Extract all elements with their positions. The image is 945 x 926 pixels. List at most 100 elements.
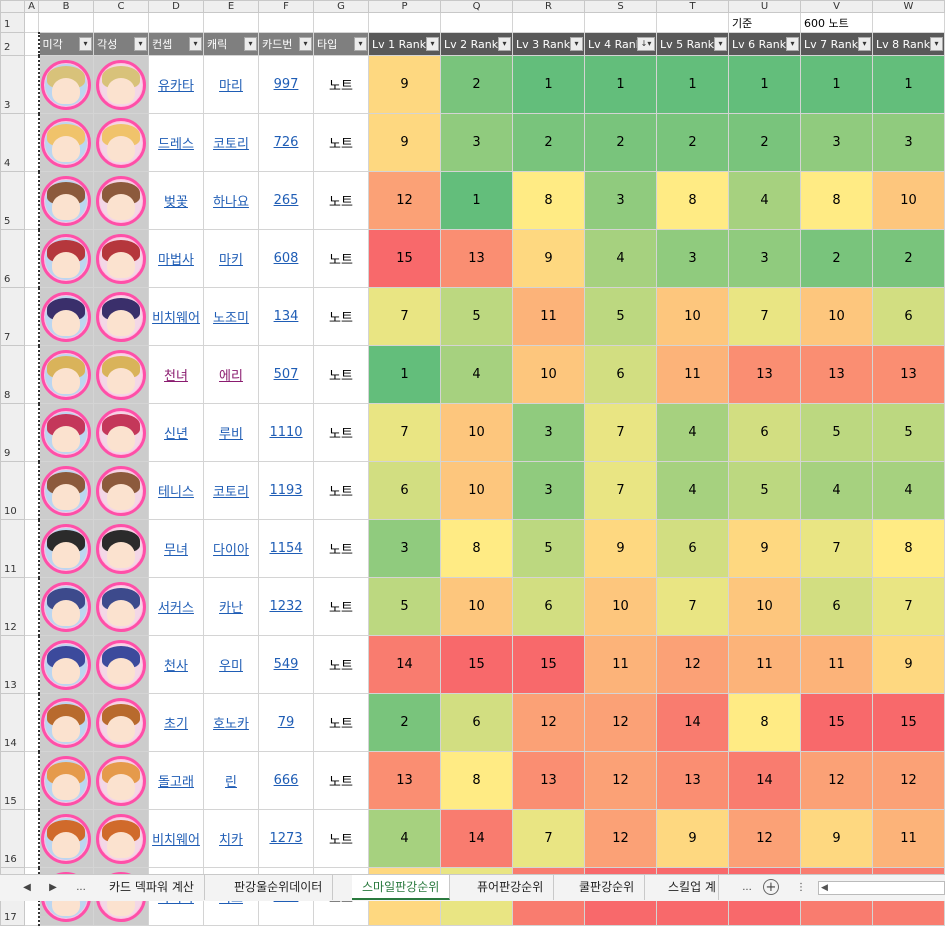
filter-dropdown-icon[interactable]: ▾ (354, 36, 367, 51)
cell[interactable]: 1193 (258, 461, 314, 520)
idolized-thumb-cell[interactable] (93, 403, 149, 462)
card-thumbnail-image[interactable] (41, 639, 92, 690)
column-header-w[interactable]: W (872, 0, 945, 13)
rank-cell-lv4[interactable]: 12 (584, 809, 657, 868)
rank-cell-lv7[interactable]: 7 (800, 519, 873, 578)
rank-cell-lv3[interactable]: 8 (512, 171, 585, 230)
row-header[interactable]: 5 (0, 171, 25, 230)
rank-cell-lv1[interactable]: 4 (368, 809, 441, 868)
rank-cell-lv5[interactable]: 9 (656, 809, 729, 868)
unidolized-thumb-cell[interactable] (37, 577, 94, 636)
header-cell-b[interactable]: 미각 ▾ (37, 32, 94, 56)
rank-cell-lv5[interactable]: 1 (656, 55, 729, 114)
rank-cell-lv3[interactable]: 10 (512, 345, 585, 404)
unidolized-thumb-cell[interactable] (37, 635, 94, 694)
rank-cell-lv3[interactable]: 11 (512, 287, 585, 346)
rank-cell-lv5[interactable]: 11 (656, 345, 729, 404)
cell[interactable]: 신년 (148, 403, 204, 462)
card-number-link[interactable]: 549 (273, 657, 299, 672)
filter-dropdown-icon[interactable]: ▾ (786, 36, 799, 51)
rank-cell-lv8[interactable]: 1 (872, 55, 945, 114)
rank-cell-lv5[interactable]: 14 (656, 693, 729, 752)
scroll-left-icon[interactable]: ◀ (821, 883, 828, 893)
cell[interactable]: 천녀 (148, 345, 204, 404)
card-thumbnail-image[interactable] (96, 291, 146, 342)
header-cell-e[interactable]: 캐릭 ▾ (203, 32, 259, 56)
column-header-g[interactable]: G (313, 0, 369, 13)
filter-dropdown-icon[interactable]: ▾ (426, 36, 439, 51)
more-sheets-left-button[interactable]: ... (76, 882, 86, 893)
cell[interactable]: 우미 (203, 635, 259, 694)
rank-cell-lv3[interactable]: 7 (512, 809, 585, 868)
card-number-link[interactable]: 666 (273, 773, 299, 788)
idolized-thumb-cell[interactable] (93, 809, 149, 868)
cell[interactable]: 997 (258, 55, 314, 114)
cell[interactable]: 608 (258, 229, 314, 288)
rank-cell-lv4[interactable]: 3 (584, 171, 657, 230)
card-number-link[interactable]: 1193 (269, 483, 303, 498)
rank-cell-lv7[interactable]: 3 (800, 113, 873, 172)
character-link[interactable]: 노조미 (213, 311, 249, 326)
rank-cell-lv6[interactable]: 5 (728, 461, 801, 520)
rank-cell-lv4[interactable]: 7 (584, 461, 657, 520)
idolized-thumb-cell[interactable] (93, 461, 149, 520)
row-header[interactable]: 4 (0, 113, 25, 172)
rank-cell-lv8[interactable]: 5 (872, 403, 945, 462)
column-header-r[interactable]: R (512, 0, 585, 13)
header-cell-g[interactable]: 타입 ▾ (313, 32, 369, 56)
column-header-v[interactable]: V (800, 0, 873, 13)
concept-link[interactable]: 테니스 (158, 485, 194, 500)
sheet-tab-smile-rank[interactable]: 스마일판강순위 (352, 875, 451, 900)
cell[interactable] (440, 12, 513, 33)
row-header[interactable]: 2 (0, 32, 25, 56)
criteria-value-cell[interactable]: 600 노트 (800, 12, 873, 33)
column-header-t[interactable]: T (656, 0, 729, 13)
column-header-f[interactable]: F (258, 0, 314, 13)
rank-cell-lv3[interactable]: 9 (512, 229, 585, 288)
rank-cell-lv2[interactable]: 13 (440, 229, 513, 288)
unidolized-thumb-cell[interactable] (37, 287, 94, 346)
filter-dropdown-icon[interactable]: ▾ (299, 36, 312, 51)
unidolized-thumb-cell[interactable] (37, 403, 94, 462)
card-number-link[interactable]: 265 (273, 193, 299, 208)
rank-cell-lv3[interactable]: 5 (512, 519, 585, 578)
rank-cell-lv6[interactable]: 4 (728, 171, 801, 230)
rank-cell-lv6[interactable]: 14 (728, 751, 801, 810)
rank-cell-lv2[interactable]: 10 (440, 461, 513, 520)
row-header[interactable]: 8 (0, 345, 25, 404)
rank-cell-lv6[interactable]: 9 (728, 519, 801, 578)
card-thumbnail-image[interactable] (96, 813, 146, 864)
card-thumbnail-image[interactable] (41, 465, 92, 516)
cell[interactable] (24, 403, 39, 462)
rank-cell-lv4[interactable]: 1 (584, 55, 657, 114)
next-sheet-button[interactable]: ▶ (49, 882, 57, 893)
rank-cell-lv7[interactable]: 5 (800, 403, 873, 462)
cell[interactable]: 돌고래 (148, 751, 204, 810)
rank-cell-lv2[interactable]: 5 (440, 287, 513, 346)
rank-cell-lv4[interactable]: 10 (584, 577, 657, 636)
header-cell-lv4-rank[interactable]: Lv 4 Rank ↓▾ (584, 32, 657, 56)
rank-cell-lv3[interactable]: 3 (512, 461, 585, 520)
sheet-tab-card-deck-power[interactable]: 카드 덱파워 계산 (99, 875, 205, 900)
horizontal-scrollbar[interactable]: ◀ (818, 881, 945, 895)
row-header[interactable]: 3 (0, 55, 25, 114)
cell[interactable]: 코토리 (203, 113, 259, 172)
cell[interactable] (24, 229, 39, 288)
rank-cell-lv1[interactable]: 7 (368, 287, 441, 346)
filter-dropdown-icon[interactable]: ▾ (498, 36, 511, 51)
rank-cell-lv5[interactable]: 13 (656, 751, 729, 810)
card-thumbnail-image[interactable] (41, 59, 92, 110)
cell[interactable]: 726 (258, 113, 314, 172)
header-cell-d[interactable]: 컨셉 ▾ (148, 32, 204, 56)
character-link[interactable]: 코토리 (213, 485, 249, 500)
cell[interactable]: 벚꽃 (148, 171, 204, 230)
rank-cell-lv4[interactable]: 12 (584, 751, 657, 810)
rank-cell-lv2[interactable]: 4 (440, 345, 513, 404)
rank-cell-lv1[interactable]: 2 (368, 693, 441, 752)
rank-cell-lv5[interactable]: 3 (656, 229, 729, 288)
rank-cell-lv8[interactable]: 13 (872, 345, 945, 404)
rank-cell-lv3[interactable]: 15 (512, 635, 585, 694)
unidolized-thumb-cell[interactable] (37, 55, 94, 114)
concept-link[interactable]: 드레스 (158, 137, 194, 152)
concept-link[interactable]: 초기 (164, 717, 188, 732)
